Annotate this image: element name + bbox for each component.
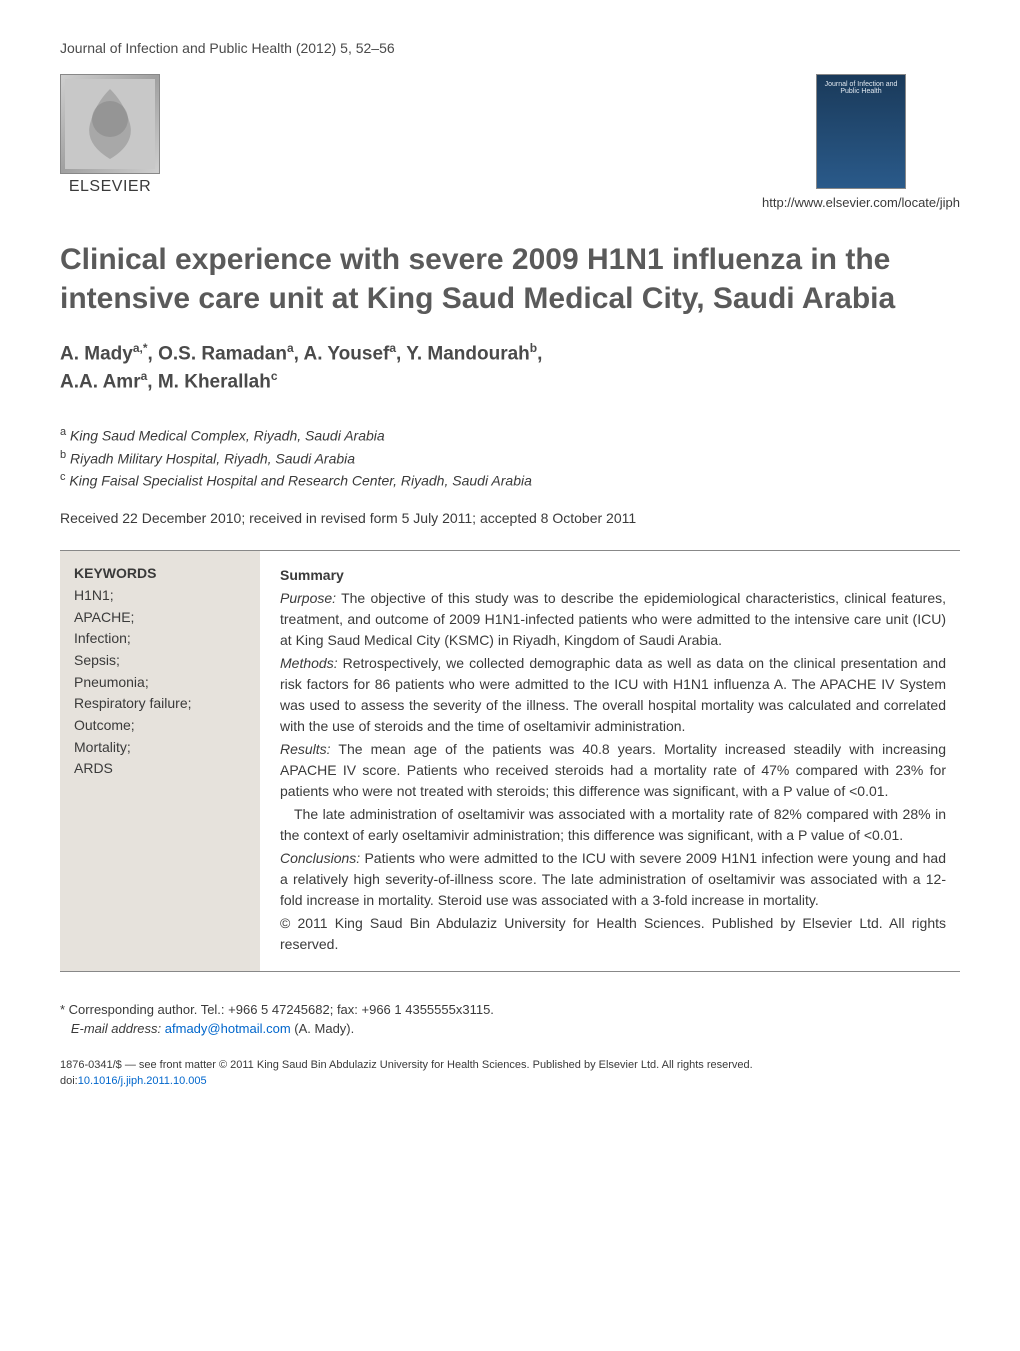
results-text: The mean age of the patients was 40.8 ye… [280,741,946,799]
affiliation-text: King Faisal Specialist Hospital and Rese… [69,473,532,489]
author: A. Mady [60,343,133,364]
journal-cover-title: Journal of Infection and Public Health [823,81,899,95]
doi-label: doi: [60,1075,78,1087]
keyword: Outcome; [74,715,246,737]
keyword: ARDS [74,758,246,780]
authors-list: A. Madya,*, O.S. Ramadana, A. Yousefa, Y… [60,340,960,396]
journal-header: Journal of Infection and Public Health (… [60,40,960,56]
email-label: E-mail address: [71,1021,161,1036]
methods-text: Retrospectively, we collected demographi… [280,655,946,734]
keywords-list: H1N1; APACHE; Infection; Sepsis; Pneumon… [74,585,246,780]
email-line: E-mail address: afmady@hotmail.com (A. M… [60,1019,960,1039]
author-affil-marker: a,* [133,341,148,355]
footnotes: * Corresponding author. Tel.: +966 5 472… [60,1000,960,1039]
author: A.A. Amr [60,371,141,392]
keywords-heading: KEYWORDS [74,565,246,581]
keyword: Respiratory failure; [74,693,246,715]
affiliation-b: b Riyadh Military Hospital, Riyadh, Saud… [60,447,960,470]
keyword: Pneumonia; [74,672,246,694]
purpose-label: Purpose: [280,590,336,606]
keyword: Sepsis; [74,650,246,672]
front-matter-line: 1876-0341/$ — see front matter © 2011 Ki… [60,1057,960,1074]
purpose-text: The objective of this study was to descr… [280,590,946,648]
conclusions-text: Patients who were admitted to the ICU wi… [280,850,946,908]
author-affil-marker: b [530,341,537,355]
summary-methods: Methods: Retrospectively, we collected d… [280,653,946,737]
affiliation-c: c King Faisal Specialist Hospital and Re… [60,469,960,492]
results-label: Results: [280,741,331,757]
article-dates: Received 22 December 2010; received in r… [60,510,960,526]
summary-conclusions: Conclusions: Patients who were admitted … [280,848,946,911]
journal-cover-block: Journal of Infection and Public Health h… [762,74,960,210]
summary-copyright: © 2011 King Saud Bin Abdulaziz Universit… [280,913,946,955]
summary-purpose: Purpose: The objective of this study was… [280,588,946,651]
keywords-box: KEYWORDS H1N1; APACHE; Infection; Sepsis… [60,551,260,971]
summary-results-2: The late administration of oseltamivir w… [280,804,946,846]
elsevier-tree-logo [60,74,160,174]
conclusions-label: Conclusions: [280,850,360,866]
keyword: H1N1; [74,585,246,607]
front-matter: 1876-0341/$ — see front matter © 2011 Ki… [60,1057,960,1090]
keyword: Infection; [74,628,246,650]
methods-label: Methods: [280,655,338,671]
author: M. Kherallah [158,371,271,392]
affiliation-text: King Saud Medical Complex, Riyadh, Saudi… [70,428,385,444]
affiliations: a King Saud Medical Complex, Riyadh, Sau… [60,424,960,492]
author: O.S. Ramadan [158,343,287,364]
doi-link[interactable]: 10.1016/j.jiph.2011.10.005 [78,1075,207,1087]
keyword: APACHE; [74,607,246,629]
summary-heading: Summary [280,565,946,586]
doi-line: doi:10.1016/j.jiph.2011.10.005 [60,1073,960,1090]
author-affil-marker: a [287,341,294,355]
corresponding-author-line: * Corresponding author. Tel.: +966 5 472… [60,1000,960,1020]
author-affil-marker: c [271,369,278,383]
author: A. Yousef [303,343,389,364]
author-affil-marker: a [141,369,148,383]
email-after: (A. Mady). [291,1021,355,1036]
author: Y. Mandourah [406,343,530,364]
summary-results: Results: The mean age of the patients wa… [280,739,946,802]
article-title: Clinical experience with severe 2009 H1N… [60,240,960,318]
header-row: ELSEVIER Journal of Infection and Public… [60,74,960,210]
affiliation-text: Riyadh Military Hospital, Riyadh, Saudi … [70,450,355,466]
elsevier-label: ELSEVIER [69,178,151,196]
keyword: Mortality; [74,737,246,759]
email-link[interactable]: afmady@hotmail.com [165,1021,291,1036]
elsevier-block: ELSEVIER [60,74,160,196]
summary-box: Summary Purpose: The objective of this s… [260,551,960,971]
abstract-container: KEYWORDS H1N1; APACHE; Infection; Sepsis… [60,550,960,972]
author-affil-marker: a [389,341,396,355]
journal-url[interactable]: http://www.elsevier.com/locate/jiph [762,195,960,210]
affiliation-a: a King Saud Medical Complex, Riyadh, Sau… [60,424,960,447]
journal-cover-thumbnail: Journal of Infection and Public Health [816,74,906,189]
